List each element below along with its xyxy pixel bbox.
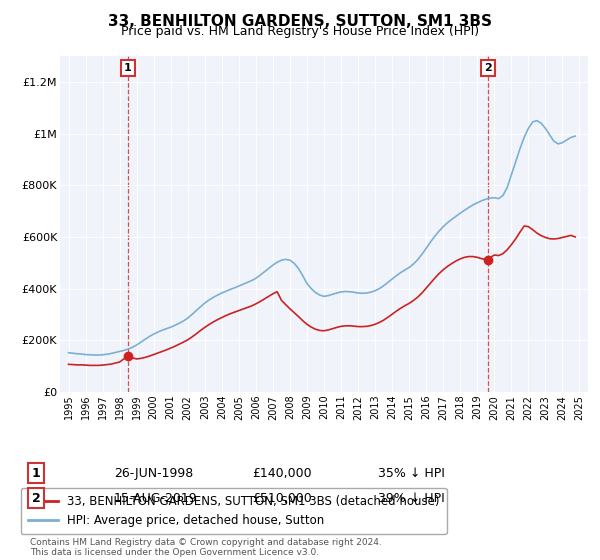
Text: 2: 2 [484, 63, 492, 73]
Legend: 33, BENHILTON GARDENS, SUTTON, SM1 3BS (detached house), HPI: Average price, det: 33, BENHILTON GARDENS, SUTTON, SM1 3BS (… [21, 488, 446, 534]
Text: £140,000: £140,000 [252, 466, 311, 480]
Text: 15-AUG-2019: 15-AUG-2019 [114, 492, 197, 505]
Text: 35% ↓ HPI: 35% ↓ HPI [378, 466, 445, 480]
Text: 39% ↓ HPI: 39% ↓ HPI [378, 492, 445, 505]
Text: 1: 1 [124, 63, 132, 73]
Text: Price paid vs. HM Land Registry's House Price Index (HPI): Price paid vs. HM Land Registry's House … [121, 25, 479, 38]
Text: 26-JUN-1998: 26-JUN-1998 [114, 466, 193, 480]
Text: 1: 1 [32, 466, 40, 480]
Text: 2: 2 [32, 492, 40, 505]
Text: Contains HM Land Registry data © Crown copyright and database right 2024.
This d: Contains HM Land Registry data © Crown c… [30, 538, 382, 557]
Text: 33, BENHILTON GARDENS, SUTTON, SM1 3BS: 33, BENHILTON GARDENS, SUTTON, SM1 3BS [108, 14, 492, 29]
Text: £510,000: £510,000 [252, 492, 312, 505]
